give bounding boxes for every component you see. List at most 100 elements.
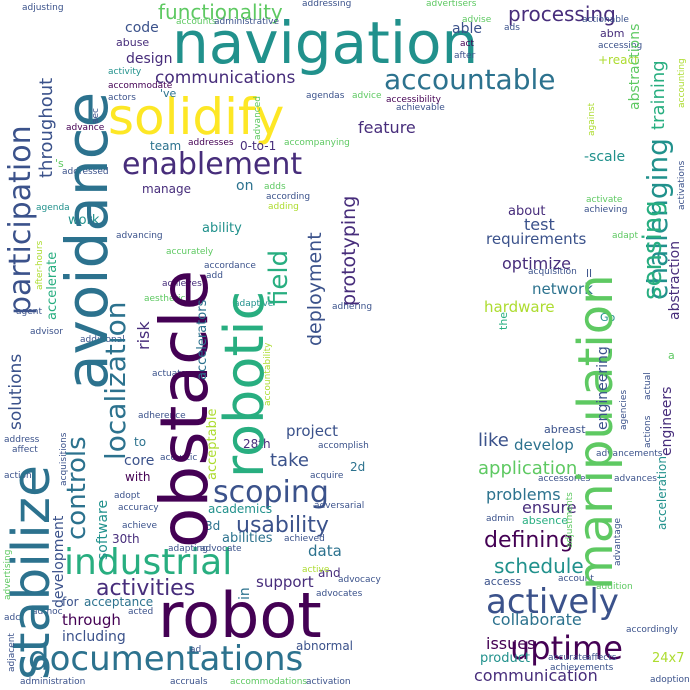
word-ve: 've bbox=[160, 87, 177, 100]
word-navigation: navigation bbox=[172, 9, 479, 77]
word-adhoc: ad-hoc bbox=[32, 607, 63, 617]
word-actionable: actionable bbox=[582, 15, 629, 25]
word-accommodations: accommodations bbox=[230, 677, 308, 687]
word-actively: actively bbox=[486, 582, 619, 622]
word-addressed: addressed bbox=[62, 167, 109, 177]
word-achieved: achieved bbox=[284, 534, 325, 544]
word-acquisitions: acquisitions bbox=[59, 432, 69, 487]
word-defining: defining bbox=[484, 528, 574, 553]
word-advance: advance bbox=[66, 123, 105, 133]
word-able: able bbox=[452, 21, 482, 37]
word-about: about bbox=[508, 204, 546, 219]
word-admin: admin bbox=[486, 514, 515, 524]
word-advocacy: advocacy bbox=[338, 575, 381, 585]
word-agent: agent bbox=[16, 307, 42, 317]
word-code: code bbox=[125, 20, 159, 36]
word-ad: ad bbox=[190, 645, 202, 655]
word-advertisers: advertisers bbox=[426, 0, 477, 9]
word-aesthetic: aesthetic bbox=[144, 294, 186, 304]
word-communications: communications bbox=[155, 68, 296, 88]
word-adapting: adapting bbox=[168, 544, 208, 554]
word-action: action bbox=[4, 471, 32, 481]
word-add: add bbox=[206, 271, 223, 281]
word-requirements: requirements bbox=[486, 230, 587, 248]
word-schedule: schedule bbox=[494, 554, 584, 578]
word-adjustments: adjustments bbox=[565, 492, 575, 548]
word-ads: ads bbox=[504, 23, 520, 33]
word-team: team bbox=[150, 139, 182, 153]
word-ll: ll bbox=[586, 267, 593, 280]
word-on: on bbox=[236, 178, 254, 194]
word-hardware: hardware bbox=[484, 298, 555, 316]
word-accurately: accurately bbox=[166, 247, 214, 257]
word-adjacent: adjacent bbox=[7, 633, 17, 672]
word-d3: 3d bbox=[205, 519, 221, 533]
word-test: test bbox=[524, 215, 555, 234]
word-accounts: accounts bbox=[176, 17, 217, 27]
word-in: in bbox=[237, 587, 253, 600]
word-accelerators: accelerators bbox=[195, 299, 210, 380]
word-field: field bbox=[264, 249, 294, 306]
word-advocate: advocate bbox=[200, 544, 242, 554]
word-access: access bbox=[484, 575, 522, 588]
word-deployment: deployment bbox=[304, 232, 326, 346]
word-d2: 2d bbox=[350, 460, 366, 474]
word-acquire: acquire bbox=[310, 471, 344, 481]
word-accountability: accountability bbox=[263, 342, 273, 406]
word-acceptance: acceptance bbox=[84, 595, 154, 609]
word-support: support bbox=[256, 573, 314, 591]
word-like: like bbox=[478, 430, 509, 451]
word-develop: develop bbox=[514, 436, 574, 454]
word-core: core bbox=[124, 453, 155, 469]
word-issues: issues bbox=[486, 634, 536, 653]
word-manage: manage bbox=[142, 182, 192, 196]
word-agenda: agenda bbox=[36, 203, 70, 213]
word-abilities: abilities bbox=[222, 531, 273, 546]
word-project: project bbox=[286, 422, 339, 440]
word-the: the bbox=[497, 311, 510, 330]
word-accountable: accountable bbox=[384, 63, 556, 96]
word-accommodate: accommodate bbox=[108, 81, 173, 91]
word-application: application bbox=[478, 458, 578, 479]
word-address: address bbox=[4, 435, 40, 445]
word-activations: activations bbox=[677, 160, 687, 210]
word-acted: acted bbox=[128, 607, 154, 617]
word-activity: activity bbox=[108, 67, 142, 77]
word-scoping: scoping bbox=[213, 475, 329, 510]
word-a: a bbox=[668, 349, 675, 362]
word-addresses: addresses bbox=[188, 138, 234, 148]
word-accomplish: accomplish bbox=[318, 441, 369, 451]
word-abm: abm bbox=[600, 27, 625, 40]
word-accruals: accruals bbox=[170, 677, 208, 687]
word-actors: actors bbox=[108, 93, 136, 103]
word-usability: usability bbox=[236, 513, 329, 538]
word-active: active bbox=[302, 565, 330, 575]
word-collaborate: collaborate bbox=[492, 610, 582, 629]
word-achievable: achievable bbox=[396, 103, 445, 113]
word-aec: aec bbox=[91, 107, 101, 124]
word-go: Go bbox=[600, 311, 616, 324]
word-data: data bbox=[308, 542, 342, 560]
word-optimize: optimize bbox=[502, 254, 571, 273]
word-achievements: achievements bbox=[550, 663, 614, 673]
word-advice: advice bbox=[352, 91, 382, 101]
word-addressing: addressing bbox=[302, 0, 352, 9]
word-accordingly: accordingly bbox=[626, 625, 678, 635]
word-abuse: abuse bbox=[116, 36, 150, 49]
word-act: act bbox=[460, 39, 474, 49]
word-engineers: engineers bbox=[659, 386, 675, 456]
word-abreast: abreast bbox=[544, 423, 586, 436]
word-solidify: solidify bbox=[108, 88, 285, 146]
word-software: software bbox=[95, 499, 111, 560]
word-adjusting: adjusting bbox=[22, 3, 64, 13]
word-academics: academics bbox=[208, 502, 273, 516]
word-abstraction: abstraction bbox=[667, 240, 683, 320]
word-affects: affects bbox=[586, 653, 617, 663]
word-throughout: throughout bbox=[36, 77, 57, 178]
word-achieving: achieving bbox=[584, 205, 628, 215]
word-x247: 24x7 bbox=[652, 651, 685, 666]
word-adopt: adopt bbox=[114, 491, 140, 501]
word-engineering: engineering bbox=[595, 346, 611, 430]
word-activities: activities bbox=[96, 576, 196, 601]
